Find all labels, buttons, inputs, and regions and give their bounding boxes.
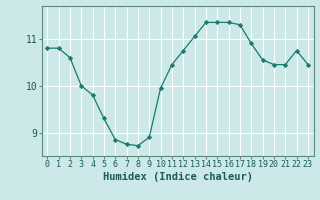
X-axis label: Humidex (Indice chaleur): Humidex (Indice chaleur) (103, 172, 252, 182)
